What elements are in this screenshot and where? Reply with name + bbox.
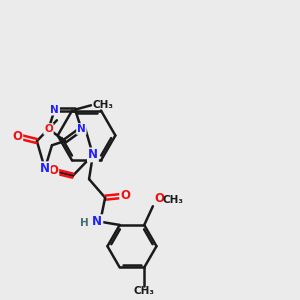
Text: N: N	[40, 162, 50, 175]
Text: O: O	[44, 124, 53, 134]
Text: CH₃: CH₃	[92, 100, 113, 110]
Text: N: N	[88, 148, 98, 161]
Text: O: O	[48, 164, 58, 177]
Text: O: O	[12, 130, 22, 143]
Text: H: H	[80, 218, 89, 228]
Text: N: N	[92, 215, 102, 228]
Text: N: N	[77, 124, 86, 134]
Text: O: O	[154, 192, 164, 205]
Text: CH₃: CH₃	[134, 286, 155, 296]
Text: CH₃: CH₃	[163, 195, 184, 205]
Text: O: O	[120, 189, 130, 202]
Text: N: N	[50, 105, 59, 115]
